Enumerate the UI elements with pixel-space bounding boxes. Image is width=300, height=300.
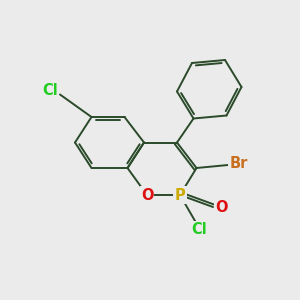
Text: O: O [215,200,228,214]
Text: Cl: Cl [43,83,58,98]
Text: P: P [175,188,185,202]
Text: O: O [141,188,153,202]
Text: Br: Br [229,156,248,171]
Text: Cl: Cl [192,222,207,237]
